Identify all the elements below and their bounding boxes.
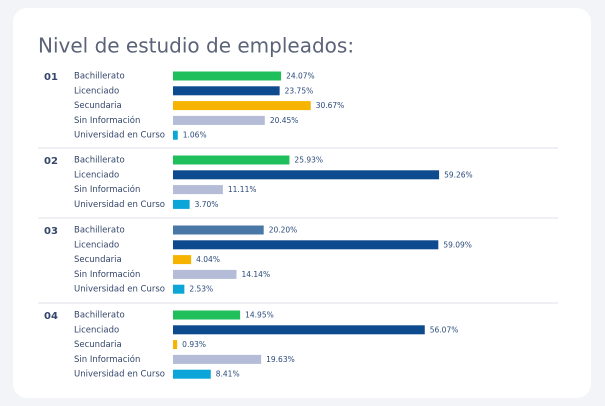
category-label: Sin Información <box>74 269 140 280</box>
bar <box>173 225 264 235</box>
category-label: Licenciado <box>74 86 119 96</box>
category-label: Universidad en Curso <box>74 285 165 295</box>
category-label: Licenciado <box>74 240 119 250</box>
category-label: Secundaria <box>74 101 122 111</box>
bar <box>173 284 185 294</box>
value-label: 24.07% <box>286 72 315 81</box>
category-label: Licenciado <box>74 170 119 180</box>
bar <box>173 325 425 335</box>
bar <box>173 155 290 165</box>
bar <box>173 269 237 279</box>
value-label: 8.41% <box>216 370 240 379</box>
bar <box>173 170 440 180</box>
chart-title: Nivel de estudio de empleados: <box>38 34 354 58</box>
value-label: 4.04% <box>196 255 220 264</box>
bar <box>173 101 311 111</box>
card <box>13 8 591 398</box>
bar <box>173 130 178 140</box>
bar <box>173 86 280 96</box>
value-label: 30.67% <box>316 101 345 110</box>
category-label: Universidad en Curso <box>74 131 165 141</box>
value-label: 59.09% <box>443 240 472 249</box>
category-label: Sin Información <box>74 354 140 365</box>
value-label: 2.53% <box>189 285 213 294</box>
value-label: 20.45% <box>270 116 299 125</box>
category-label: Bachillerato <box>74 311 125 321</box>
category-label: Sin Información <box>74 115 140 126</box>
bar <box>173 310 241 320</box>
category-label: Bachillerato <box>74 72 125 82</box>
category-label: Bachillerato <box>74 156 125 166</box>
bar <box>173 240 439 250</box>
category-label: Universidad en Curso <box>74 200 165 210</box>
value-label: 25.93% <box>294 156 323 165</box>
value-label: 14.14% <box>241 270 270 279</box>
category-label: Bachillerato <box>74 226 125 236</box>
value-label: 1.06% <box>183 131 207 140</box>
value-label: 11.11% <box>228 185 257 194</box>
value-label: 3.70% <box>195 200 219 209</box>
bar <box>173 354 262 364</box>
category-label: Secundaria <box>74 340 122 350</box>
bar <box>173 340 178 350</box>
bar <box>173 115 265 125</box>
category-label: Secundaria <box>74 255 122 265</box>
value-label: 20.20% <box>269 226 298 235</box>
group-label: 02 <box>44 156 58 167</box>
value-label: 14.95% <box>245 311 274 320</box>
category-label: Universidad en Curso <box>74 370 165 380</box>
value-label: 59.26% <box>444 170 473 179</box>
category-label: Licenciado <box>74 325 119 335</box>
value-label: 19.63% <box>266 355 295 364</box>
category-label: Sin Información <box>74 184 140 195</box>
bar <box>173 255 192 265</box>
bar <box>173 71 282 81</box>
value-label: 23.75% <box>285 86 314 95</box>
bar <box>173 369 211 379</box>
value-label: 56.07% <box>430 325 459 334</box>
group-label: 04 <box>44 311 58 322</box>
group-label: 01 <box>44 72 58 83</box>
bar <box>173 185 223 195</box>
bar <box>173 199 190 209</box>
value-label: 0.93% <box>182 340 206 349</box>
group-label: 03 <box>44 226 58 237</box>
